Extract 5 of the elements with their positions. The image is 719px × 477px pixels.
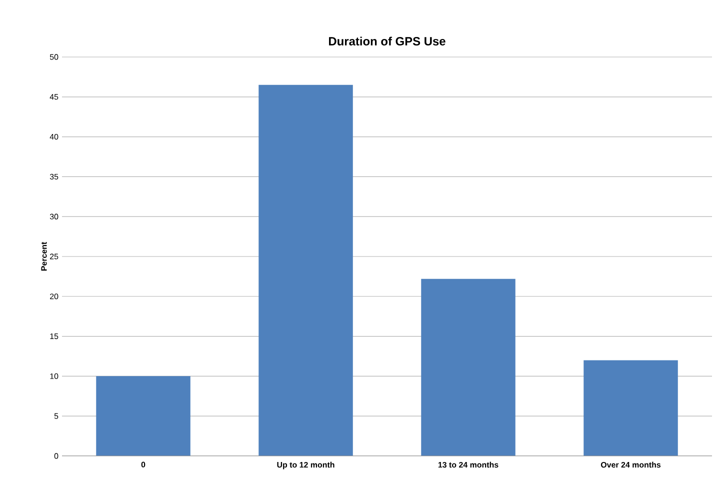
bar <box>96 376 190 456</box>
bar <box>258 84 353 456</box>
bar <box>421 278 516 456</box>
bar <box>584 360 678 456</box>
chart-title: Duration of GPS Use <box>329 36 446 46</box>
